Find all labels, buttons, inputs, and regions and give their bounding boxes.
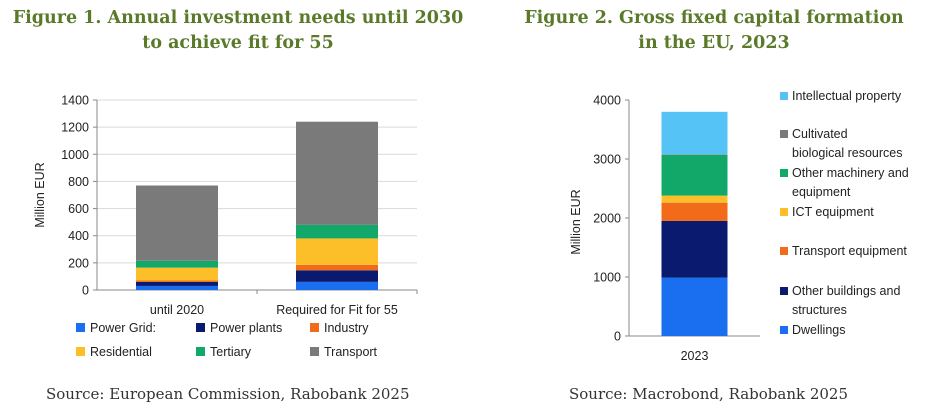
y-tick-label: 2000	[593, 212, 621, 226]
x-tick-label: 2023	[681, 349, 709, 363]
figure2-chart: 0 1000 2000 3000 4000 Million EUR 2023 Intellec…	[569, 89, 909, 363]
legend-swatch-tertiary	[196, 347, 205, 356]
bar-segment-power-plants	[296, 270, 378, 282]
legend-label-ict-equipment: ICT equipment	[792, 205, 874, 219]
bar-segment-power-grid	[296, 281, 378, 290]
bar-segment-ict-equipment	[661, 195, 728, 203]
bar-segment-tertiary	[136, 260, 218, 268]
y-tick-label: 1400	[61, 94, 89, 108]
legend-label-tertiary: Tertiary	[210, 345, 252, 359]
x-tick-label: Required for Fit for 55	[276, 303, 398, 317]
legend-swatch-cultivated-biological-resources	[780, 130, 788, 138]
bar-segment-dwellings	[661, 277, 728, 336]
legend-label-transport-equipment: Transport equipment	[792, 244, 907, 258]
figure2-title-line1: Figure 2. Gross fixed capital formation	[524, 8, 904, 28]
legend-label-transport: Transport	[324, 345, 378, 359]
y-tick-label: 800	[68, 175, 89, 189]
legend-swatch-transport	[310, 347, 319, 356]
legend-swatch-intellectual-property	[780, 92, 788, 100]
figure1-title-line2: to achieve fit for 55	[142, 33, 334, 53]
figure2-title: Figure 2. Gross fixed capital formation …	[476, 6, 952, 56]
legend-label-residential: Residential	[90, 345, 152, 359]
legend-label-industry: Industry	[324, 321, 369, 335]
legend-swatch-industry	[310, 323, 319, 332]
bar-segment-power-plants	[136, 281, 218, 286]
legend-label-dwellings: Dwellings	[792, 323, 846, 337]
y-tick-label: 3000	[593, 153, 621, 167]
y-tick-label: 0	[82, 284, 89, 298]
bar-segment-residential	[296, 238, 378, 265]
y-tick-label: 1000	[593, 271, 621, 285]
legend-label-intellectual-property: Intellectual property	[792, 89, 902, 103]
y-tick-label: 200	[68, 256, 89, 270]
legend-label-other-buildings-and-structures: Other buildings and structures	[792, 284, 900, 317]
bar-segment-intellectual-property	[661, 111, 728, 155]
legend-swatch-power-grid	[76, 323, 85, 332]
legend-swatch-power-plants	[196, 323, 205, 332]
legend-swatch-other-machinery-and-equipment	[780, 169, 788, 177]
bar-segment-industry	[136, 280, 218, 282]
bar-segment-transport	[136, 185, 218, 261]
bar-segment-transport-equipment	[661, 202, 728, 221]
legend-label-power-grid: Power Grid:	[90, 321, 156, 335]
y-axis-label: Million EUR	[569, 189, 583, 254]
bar-segment-transport	[296, 121, 378, 225]
y-tick-label: 600	[68, 202, 89, 216]
legend-swatch-transport-equipment	[780, 247, 788, 255]
y-tick-label: 1200	[61, 121, 89, 135]
bar-segment-residential	[136, 267, 218, 281]
bar-segment-other-buildings-and-structures	[661, 220, 728, 278]
figure2-title-line2: in the EU, 2023	[638, 33, 790, 53]
figure1-title-line1: Figure 1. Annual investment needs until …	[12, 8, 464, 28]
bar-segment-industry	[296, 264, 378, 271]
legend-swatch-other-buildings-and-structures	[780, 287, 788, 295]
figure1-chart: 0 200 400 600 800 1000 1200 1400 Million EUR unti…	[33, 94, 418, 359]
figure1-source: Source: European Commission, Rabobank 20…	[46, 385, 410, 403]
legend-label-power-plants: Power plants	[210, 321, 282, 335]
legend-swatch-residential	[76, 347, 85, 356]
y-axis-label: Million EUR	[33, 162, 47, 227]
figure1-title: Figure 1. Annual investment needs until …	[0, 6, 476, 56]
y-tick-label: 400	[68, 229, 89, 243]
bar-segment-power-grid	[136, 285, 218, 290]
legend-swatch-dwellings	[780, 326, 788, 334]
bar-segment-other-machinery-and-equipment	[661, 154, 728, 196]
figure2-source: Source: Macrobond, Rabobank 2025	[569, 385, 849, 403]
legend-label-other-machinery-and-equipment: Other machinery and equipment	[792, 166, 909, 199]
x-tick-label: until 2020	[150, 303, 204, 317]
y-tick-label: 1000	[61, 148, 89, 162]
legend-swatch-ict-equipment	[780, 208, 788, 216]
y-tick-label: 4000	[593, 94, 621, 108]
bar-segment-cultivated-biological-resources	[661, 154, 728, 155]
legend-label-cultivated-biological-resources: Cultivated biological resources	[792, 127, 902, 160]
y-tick-label: 0	[614, 330, 621, 344]
bar-segment-tertiary	[296, 224, 378, 239]
